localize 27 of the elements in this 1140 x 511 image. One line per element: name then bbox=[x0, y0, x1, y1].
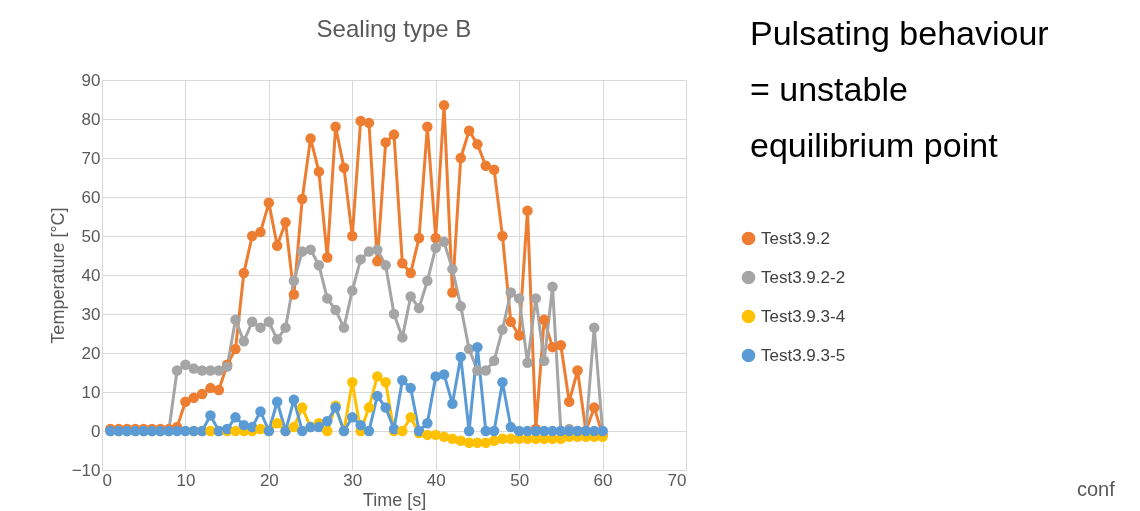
x-tick-label: 70 bbox=[667, 470, 687, 490]
y-tick-label: −10 bbox=[71, 460, 101, 480]
text: Pulsating behaviour = unstable equilibrium point bbox=[750, 14, 1049, 164]
x-tick-label: 60 bbox=[593, 470, 613, 490]
y-tick-label: 90 bbox=[81, 70, 101, 90]
chart-title: Sealing type B bbox=[316, 15, 472, 42]
x-tick-label: 20 bbox=[259, 470, 279, 490]
y-tick-label: 40 bbox=[81, 265, 101, 285]
legend-label: Test3.9.3-5 bbox=[761, 345, 846, 365]
y-tick-label: 60 bbox=[81, 187, 101, 207]
y-axis-title: Temperature [°C] bbox=[47, 207, 68, 344]
legend-label: Test3.9.2-2 bbox=[761, 267, 846, 287]
legend-label: Test3.9.3-4 bbox=[761, 306, 846, 326]
y-tick-label: 10 bbox=[81, 382, 101, 402]
x-tick-label: 30 bbox=[343, 470, 363, 490]
legend-label: Test3.9.2 bbox=[761, 228, 830, 248]
y-tick-label: 70 bbox=[81, 148, 101, 168]
y-tick-label: 50 bbox=[81, 226, 101, 246]
x-tick-label: 40 bbox=[426, 470, 446, 490]
text: conf bbox=[1077, 478, 1116, 500]
x-axis-title: Time [s] bbox=[362, 489, 427, 510]
y-tick-label: 0 bbox=[91, 421, 101, 441]
x-tick-label: 10 bbox=[176, 470, 196, 490]
y-tick-label: 20 bbox=[81, 343, 101, 363]
x-tick-label: 50 bbox=[510, 470, 530, 490]
y-tick-label: 80 bbox=[81, 109, 101, 129]
y-tick-label: 30 bbox=[81, 304, 101, 324]
